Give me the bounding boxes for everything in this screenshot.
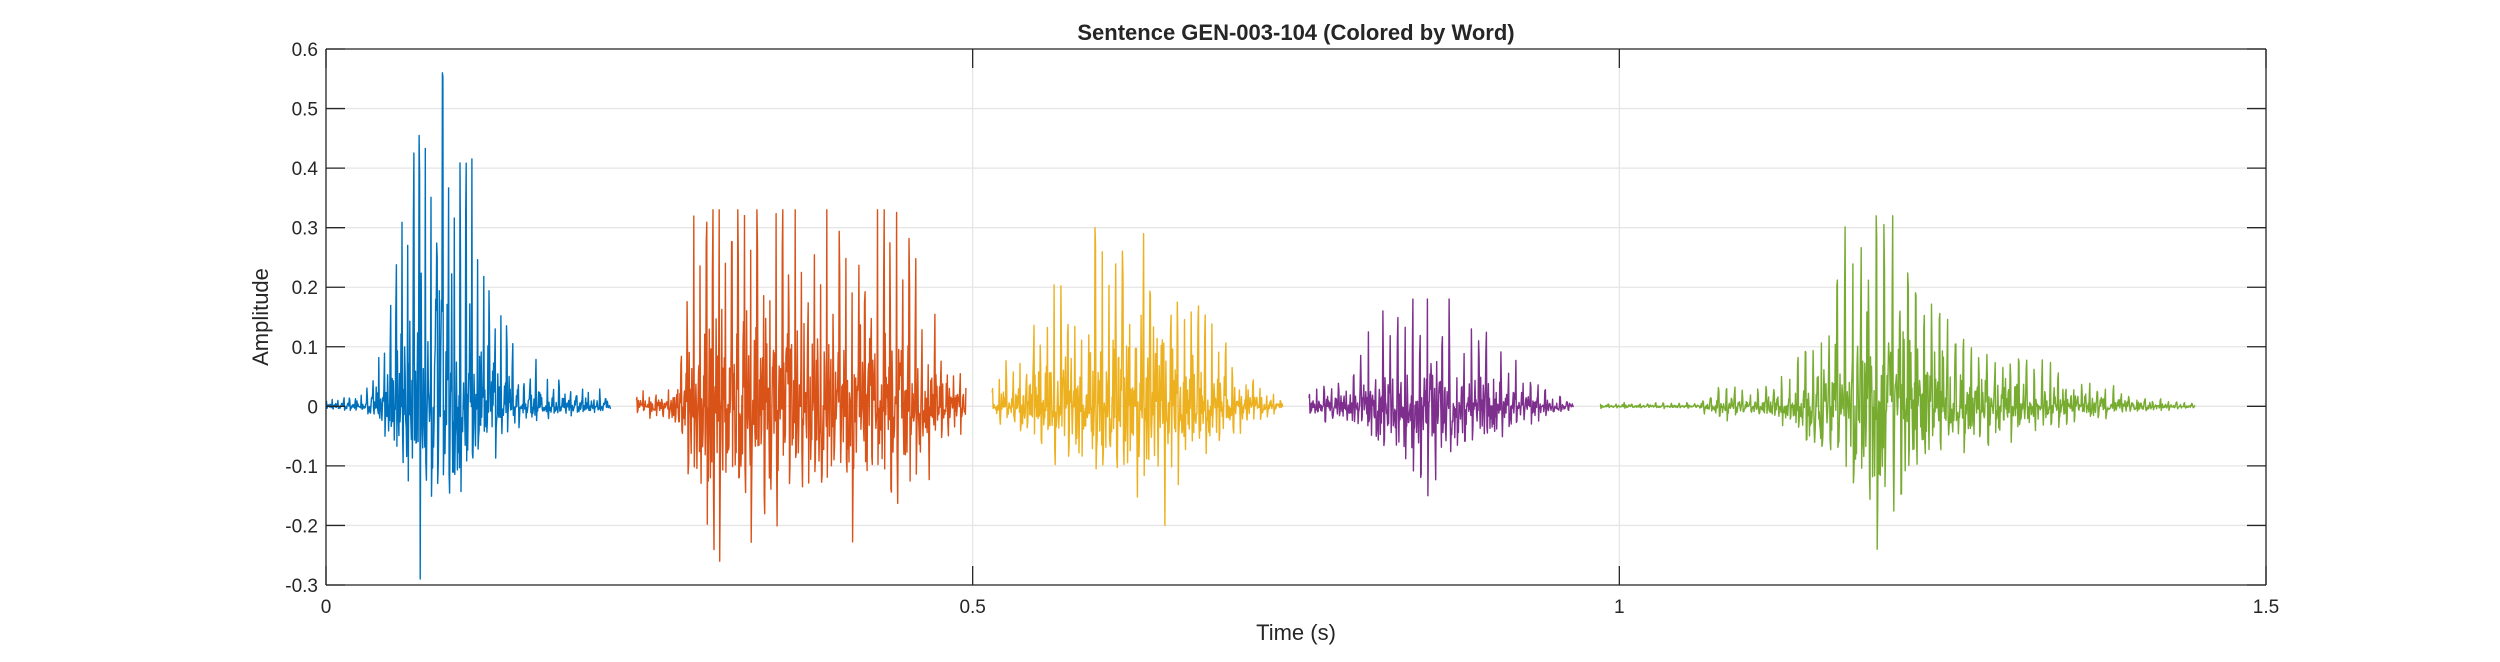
chart-title: Sentence GEN-003-104 (Colored by Word) bbox=[1077, 20, 1514, 45]
series-layer bbox=[325, 72, 2196, 580]
x-tick-label: 0 bbox=[321, 597, 332, 618]
x-tick-label: 0.5 bbox=[959, 597, 985, 618]
y-tick-label: -0.3 bbox=[285, 576, 318, 597]
word-waveform-4 bbox=[1308, 298, 1574, 497]
axes: 0 0.5 1 1.5 -0.3 -0.2 -0.1 0 0.1 0.2 0.3 0.4 0.5 0.6 bbox=[285, 40, 2279, 618]
y-tick-label: 0 bbox=[307, 397, 318, 418]
word-waveform-3 bbox=[991, 227, 1284, 527]
y-tick-label: 0.5 bbox=[292, 100, 318, 121]
y-tick-label: 0.3 bbox=[292, 219, 318, 240]
x-tick-label: 1 bbox=[1614, 597, 1625, 618]
y-tick-label: 0.4 bbox=[292, 159, 319, 180]
y-tick-label: 0.2 bbox=[292, 278, 318, 299]
y-axis-label: Amplitude bbox=[248, 268, 273, 366]
word-waveform-5 bbox=[1599, 215, 2196, 550]
y-tick-label: -0.2 bbox=[285, 516, 318, 537]
word-waveform-1 bbox=[325, 72, 612, 580]
y-tick-label: -0.1 bbox=[285, 457, 318, 478]
y-tick-label: 0.1 bbox=[292, 338, 318, 359]
y-tick-label: 0.6 bbox=[292, 40, 318, 61]
x-axis-label: Time (s) bbox=[1256, 620, 1336, 645]
x-tick-label: 1.5 bbox=[2253, 597, 2279, 618]
word-waveform-2 bbox=[635, 209, 967, 562]
